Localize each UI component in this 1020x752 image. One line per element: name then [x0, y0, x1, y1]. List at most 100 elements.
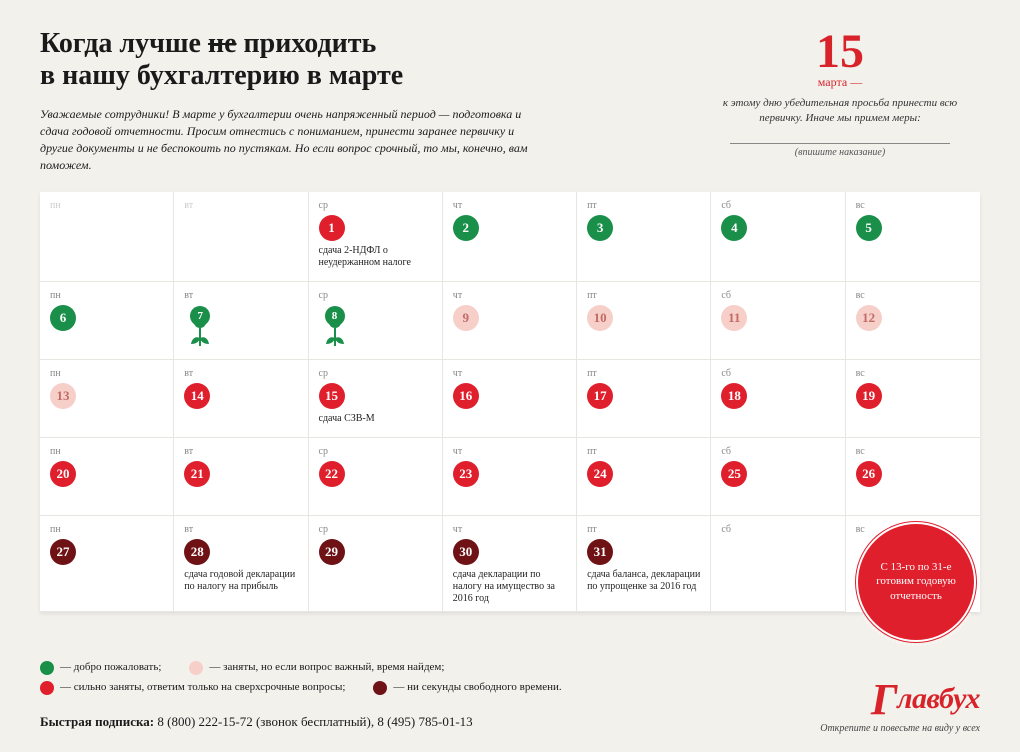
calendar-cell: пн 20 — [40, 438, 174, 516]
day-of-week: сб — [721, 524, 834, 535]
badge-text: С 13-го по 31-е готовим годовую отчетнос… — [870, 560, 962, 603]
legend-text: — добро пожаловать; — [60, 658, 161, 678]
calendar-row: пн6вт 7ср 8чт9пт10сб11вс12 — [40, 282, 980, 360]
calendar-cell: ср 29 — [309, 516, 443, 612]
legend: — добро пожаловать; — заняты, но если воп… — [40, 658, 562, 698]
day-number: 2 — [453, 215, 479, 241]
day-number: 30 — [453, 539, 479, 565]
cell-note: сдача годовой декларации по налогу на пр… — [184, 569, 297, 593]
day-of-week: пт — [587, 290, 700, 301]
calendar-cell: ср 8 — [309, 282, 443, 360]
day-number: 6 — [50, 305, 76, 331]
day-of-week: вс — [856, 368, 970, 379]
calendar-cell: сб25 — [711, 438, 845, 516]
day-of-week: вт — [184, 524, 297, 535]
calendar-cell: пн 27 — [40, 516, 174, 612]
calendar-cell: чт 2 — [443, 192, 577, 282]
day-number: 15 — [319, 383, 345, 409]
day-of-week: пн — [50, 446, 163, 457]
day-number: 5 — [856, 215, 882, 241]
day-number: 3 — [587, 215, 613, 241]
day-number: 7 — [190, 306, 210, 326]
legend-text: — сильно заняты, ответим только на сверх… — [60, 678, 345, 698]
legend-dot — [40, 661, 54, 675]
legend-dot — [373, 681, 387, 695]
day-of-week: пн — [50, 290, 163, 301]
day-of-week: ср — [319, 290, 432, 301]
calendar-cell: ср15сдача СЗВ-М — [309, 360, 443, 438]
calendar-row: пн 27 вт 28 сдача годовой декларации по нало… — [40, 516, 980, 612]
day-number: 13 — [50, 383, 76, 409]
subscribe-line: Быстрая подписка: 8 (800) 222-15-72 (зво… — [40, 714, 473, 730]
day-of-week: пт — [587, 368, 700, 379]
day-number: 24 — [587, 461, 613, 487]
calendar-cell: пт 10 — [577, 282, 711, 360]
day-number: 25 — [721, 461, 747, 487]
day-number: 21 — [184, 461, 210, 487]
calendar-cell: пт 17 — [577, 360, 711, 438]
day-number: 29 — [319, 539, 345, 565]
calendar-cell: чт 30 сдача декларации по налогу на имущес… — [443, 516, 577, 612]
day-of-week: пн — [50, 524, 163, 535]
day-number: 27 — [50, 539, 76, 565]
day-number: 18 — [721, 383, 747, 409]
day-number: 1 — [319, 215, 345, 241]
header: Когда лучше не приходитьв нашу бухгалтер… — [0, 0, 1020, 174]
legend-item: — добро пожаловать; — [40, 658, 161, 678]
annual-report-badge: С 13-го по 31-е готовим годовую отчетнос… — [858, 524, 974, 640]
day-of-week: ср — [319, 524, 432, 535]
legend-text: — заняты, но если вопрос важный, время н… — [209, 658, 444, 678]
calendar-cell: вс 19 — [846, 360, 980, 438]
day-number: 10 — [587, 305, 613, 331]
calendar-row: пнвтср1сдача 2-НДФЛ о неудержанном налог… — [40, 192, 980, 282]
calendar-cell: пт31сдача баланса, декларации по упрощен… — [577, 516, 711, 612]
day-number: 31 — [587, 539, 613, 565]
legend-item: — ни секунды свободного времени. — [373, 678, 561, 698]
calendar-cell: вт 28 сдача годовой декларации по налогу н… — [174, 516, 308, 612]
subscribe-phones: 8 (800) 222-15-72 (звонок бесплатный), 8… — [157, 714, 472, 729]
calendar-cell: чт 16 — [443, 360, 577, 438]
legend-text: — ни секунды свободного времени. — [393, 678, 561, 698]
day-of-week: ср — [319, 446, 432, 457]
calendar-cell: сб — [711, 516, 845, 612]
day-of-week: ср — [319, 200, 432, 211]
day-number: 28 — [184, 539, 210, 565]
cell-note: сдача декларации по налогу на имущество … — [453, 569, 566, 605]
day-number: 20 — [50, 461, 76, 487]
day-number: 4 — [721, 215, 747, 241]
day-of-week: вс — [856, 290, 970, 301]
calendar-cell: пн — [40, 192, 174, 282]
deadline-month: марта — — [700, 74, 980, 90]
day-of-week: вт — [184, 446, 297, 457]
deadline-text: к этому дню убедительная просьба принест… — [700, 96, 980, 126]
day-number: 19 — [856, 383, 882, 409]
logo: Главбух — [820, 674, 980, 725]
calendar-cell: пн 13 — [40, 360, 174, 438]
day-of-week: чт — [453, 368, 566, 379]
logo-rest: лавбух — [897, 682, 980, 715]
calendar-cell: вс12 — [846, 282, 980, 360]
calendar-cell: ср 22 — [309, 438, 443, 516]
legend-dot — [189, 661, 203, 675]
day-of-week: чт — [453, 446, 566, 457]
day-number: 17 — [587, 383, 613, 409]
legend-item: — сильно заняты, ответим только на сверх… — [40, 678, 345, 698]
logo-capital: Г — [871, 675, 897, 724]
day-number: 16 — [453, 383, 479, 409]
title-block: Когда лучше не приходитьв нашу бухгалтер… — [40, 28, 530, 174]
cell-note: сдача баланса, декларации по упрощенке з… — [587, 569, 700, 593]
calendar-cell: вт 7 — [174, 282, 308, 360]
legend-item: — заняты, но если вопрос важный, время н… — [189, 658, 444, 678]
day-number: 22 — [319, 461, 345, 487]
day-of-week: чт — [453, 290, 566, 301]
calendar-cell: чт9 — [443, 282, 577, 360]
day-of-week: чт — [453, 524, 566, 535]
deadline-number: 15 — [700, 28, 980, 76]
day-of-week: пт — [587, 446, 700, 457]
calendar-cell: вт14 — [174, 360, 308, 438]
day-of-week: пн — [50, 368, 163, 379]
day-of-week: чт — [453, 200, 566, 211]
title-pre: Когда лучше — [40, 28, 208, 59]
day-of-week: пт — [587, 200, 700, 211]
day-of-week: вт — [184, 290, 297, 301]
